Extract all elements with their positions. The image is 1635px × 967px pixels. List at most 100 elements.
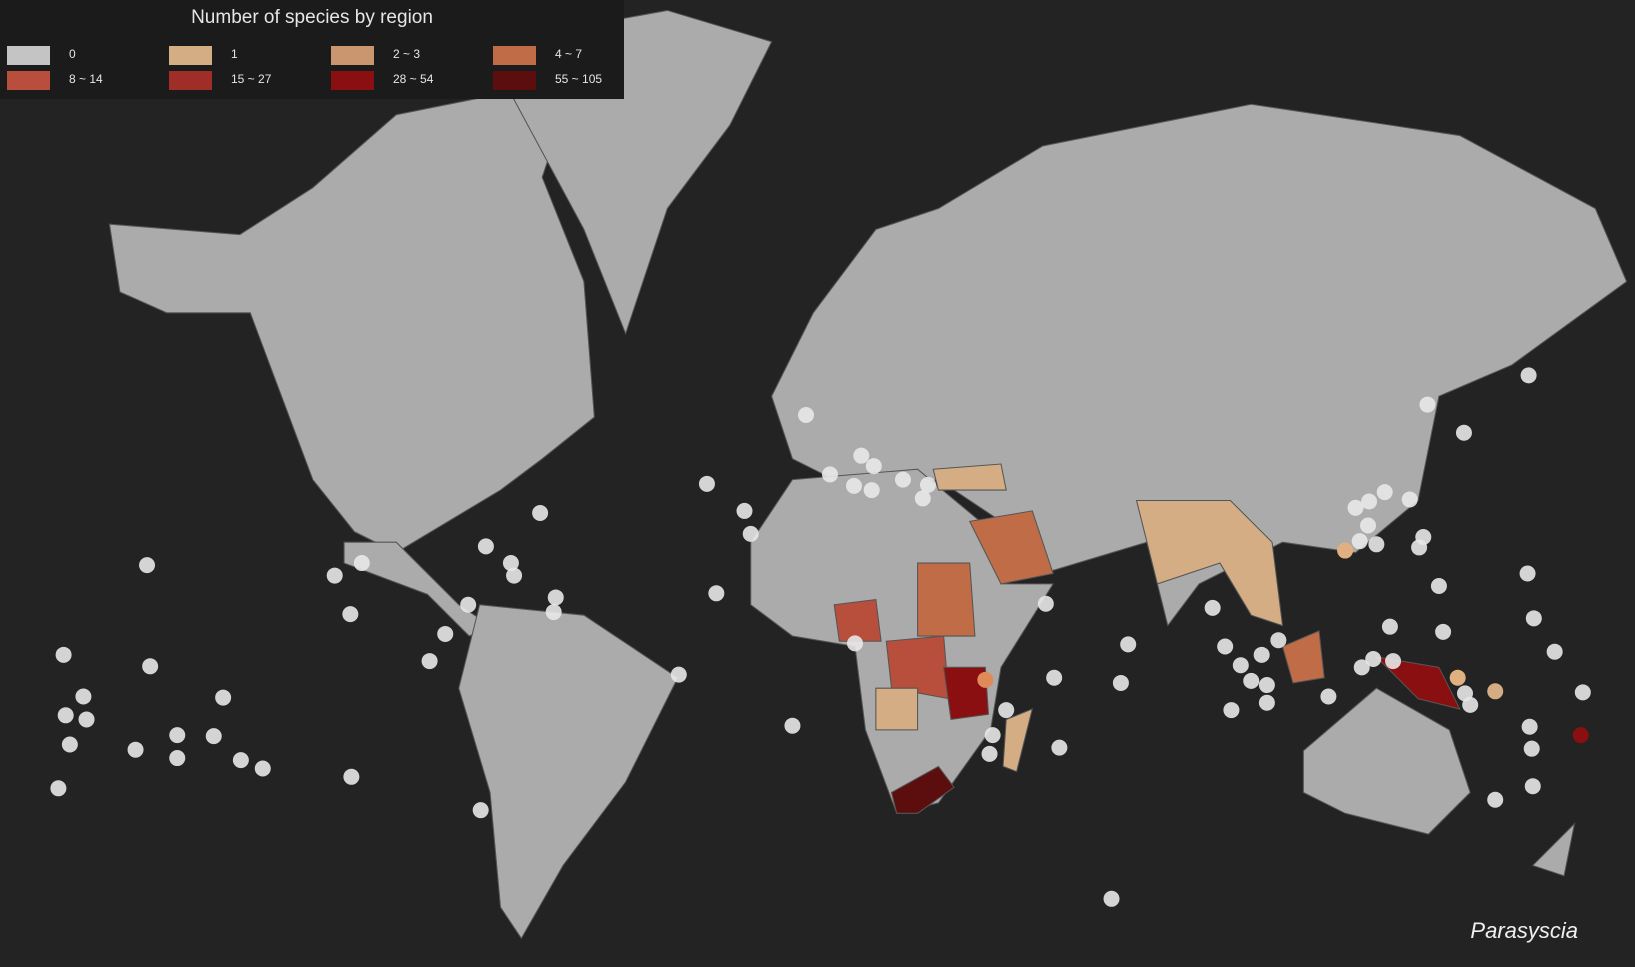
record-dot [342, 606, 359, 623]
record-dot [1523, 740, 1540, 757]
record-dot [1385, 653, 1402, 670]
record-dot [532, 505, 549, 522]
record-dot [1487, 683, 1504, 700]
record-dot [698, 475, 715, 492]
new-guinea [1374, 656, 1461, 710]
legend-label: 0 [69, 47, 76, 61]
record-dot [1411, 539, 1428, 556]
record-dot [472, 802, 489, 819]
record-dot [1430, 577, 1447, 594]
legend-label: 15 ~ 27 [231, 72, 272, 86]
record-dot [736, 502, 753, 519]
record-dot [914, 490, 931, 507]
record-dot [1120, 636, 1137, 653]
record-dot [254, 760, 271, 777]
south-africa [890, 765, 955, 814]
record-dot [1519, 565, 1536, 582]
record-dot [1243, 672, 1260, 689]
record-dot [984, 727, 1001, 744]
record-dot [1365, 650, 1382, 667]
record-dot [1347, 499, 1364, 516]
record-dot [75, 688, 92, 705]
record-dot [1258, 677, 1275, 694]
record-dot [845, 477, 862, 494]
record-dot [1360, 517, 1377, 534]
record-dot [865, 458, 882, 475]
record-dot [821, 466, 838, 483]
record-dot [326, 567, 343, 584]
record-dot [1217, 638, 1234, 655]
legend-label: 8 ~ 14 [69, 72, 103, 86]
south-america [458, 604, 679, 940]
record-dot [50, 780, 67, 797]
legend-swatch [7, 46, 50, 65]
record-dot [55, 646, 72, 663]
record-dot [1376, 484, 1393, 501]
india-region [1135, 499, 1284, 627]
legend-label: 55 ~ 105 [555, 72, 602, 86]
record-dot [169, 727, 186, 744]
tanzania [943, 666, 990, 721]
record-dot [78, 711, 95, 728]
record-dot [127, 741, 144, 758]
record-dot [1572, 727, 1589, 744]
arabia [968, 510, 1054, 585]
record-dot [61, 736, 78, 753]
legend-label: 28 ~ 54 [393, 72, 434, 86]
record-dot [977, 671, 994, 688]
record-dot [1524, 778, 1541, 795]
record-dot [1419, 396, 1436, 413]
record-dot [1051, 739, 1068, 756]
record-dot [1455, 424, 1472, 441]
record-dot [547, 589, 564, 606]
legend-label: 4 ~ 7 [555, 47, 582, 61]
record-dot [1449, 669, 1466, 686]
record-dot [1520, 367, 1537, 384]
record-dot [1368, 536, 1385, 553]
record-dot [1401, 491, 1418, 508]
record-dot [920, 476, 937, 493]
record-dot [1435, 623, 1452, 640]
angola [875, 687, 919, 731]
record-dot [205, 728, 222, 745]
record-dot [1351, 533, 1368, 550]
record-dot [57, 707, 74, 724]
record-dot [1525, 610, 1542, 627]
record-dot [981, 745, 998, 762]
legend: 0 1 2 ~ 3 4 ~ 7 8 ~ 14 15 ~ 27 28 ~ 54 55 ~ 105 [7, 46, 602, 90]
record-dot [1253, 646, 1270, 663]
record-dot [853, 447, 870, 464]
record-dot [1521, 718, 1538, 735]
nigeria [833, 598, 882, 642]
turkey [932, 463, 1007, 491]
records [50, 367, 1591, 907]
record-dot [1258, 694, 1275, 711]
record-dot [506, 567, 523, 584]
record-dot [1232, 657, 1249, 674]
record-dot [460, 596, 477, 613]
legend-label: 1 [231, 47, 238, 61]
record-dot [863, 482, 880, 499]
legend-swatch [493, 46, 536, 65]
record-dot [502, 555, 519, 572]
record-dot [894, 471, 911, 488]
record-dot [1381, 618, 1398, 635]
record-dot [1223, 702, 1240, 719]
record-dot [353, 555, 370, 572]
legend-swatch [169, 46, 212, 65]
legend-title: Number of species by region [191, 7, 433, 28]
legend-swatch [331, 46, 374, 65]
record-dot [1270, 632, 1287, 649]
record-dot [1574, 684, 1591, 701]
north-america [108, 93, 595, 554]
record-dot [1046, 669, 1063, 686]
record-dot [1487, 791, 1504, 808]
caption: Parasyscia [1470, 918, 1578, 943]
legend-swatch [493, 71, 536, 90]
record-dot [1320, 688, 1337, 705]
legend-swatch [7, 71, 50, 90]
record-dot [1546, 643, 1563, 660]
record-dot [545, 604, 562, 621]
record-dot [798, 406, 815, 423]
